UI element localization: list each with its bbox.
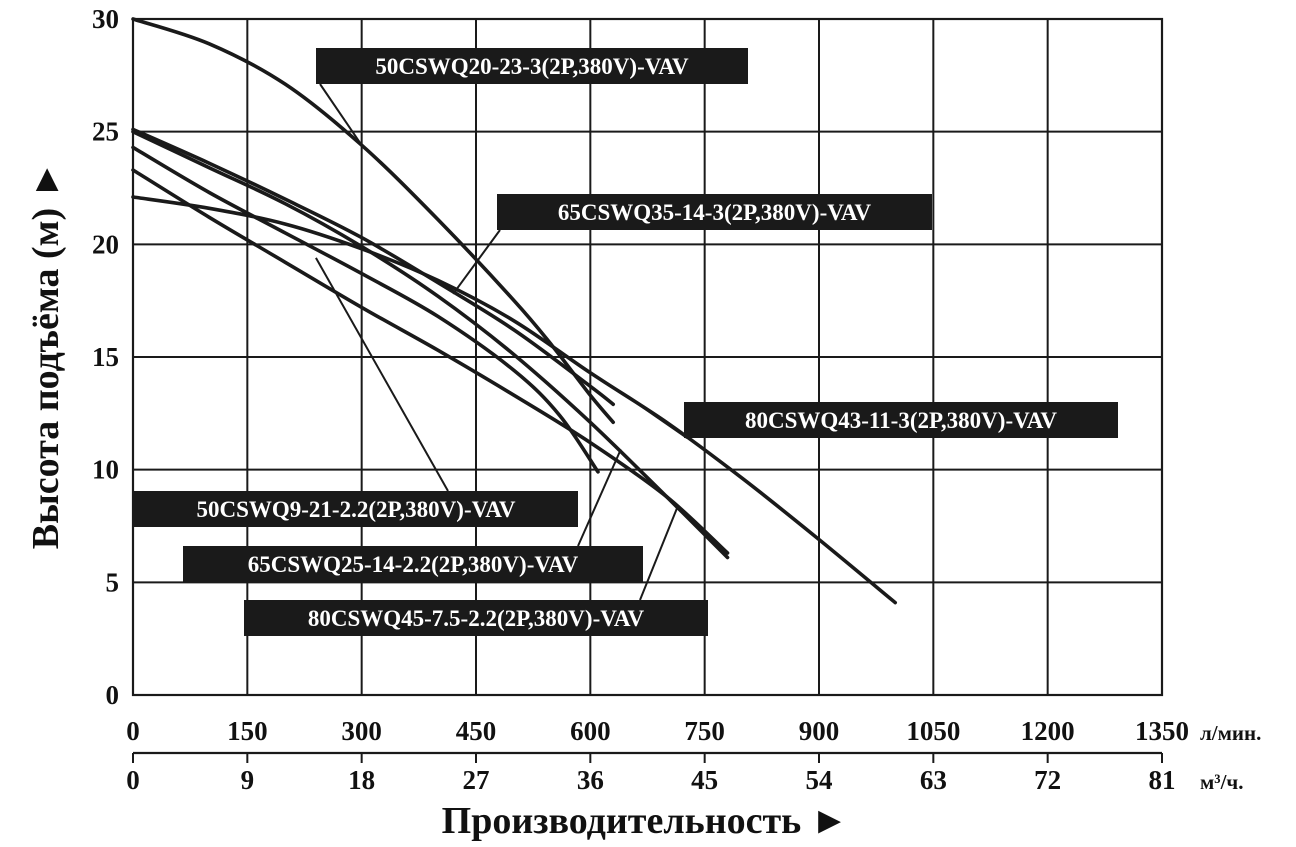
label-leader-50cswq20-23-3-2p-380v-vav <box>319 83 363 146</box>
x-tick-label-primary: 1050 <box>906 716 960 746</box>
x-tick-label-secondary: 81 <box>1149 765 1176 795</box>
y-tick-label: 25 <box>92 117 119 147</box>
y-tick-label: 30 <box>92 4 119 34</box>
x-tick-label-secondary: 18 <box>348 765 375 795</box>
series-line-65cswq35-14-3-2p-380v-vav <box>131 127 615 407</box>
series-line-80cswq45-7-5-2-2-2p-380v-vav <box>131 168 730 555</box>
x-tick-label-primary: 0 <box>126 716 140 746</box>
x-tick-label-primary: 150 <box>227 716 268 746</box>
label-leader-80cswq43-11-3-2p-380v-vav <box>627 396 688 439</box>
x-tick-label-primary: 450 <box>456 716 497 746</box>
series-label-80cswq43-11-3-2p-380v-vav: 80CSWQ43-11-3(2P,380V)-VAV <box>684 402 1118 438</box>
series-label-text: 50CSWQ20-23-3(2P,380V)-VAV <box>375 54 689 79</box>
series-label-65cswq35-14-3-2p-380v-vav: 65CSWQ35-14-3(2P,380V)-VAV <box>497 194 932 230</box>
x-tick-label-primary: 300 <box>341 716 382 746</box>
series-label-80cswq45-7-5-2-2-2p-380v-vav: 80CSWQ45-7.5-2.2(2P,380V)-VAV <box>244 600 708 636</box>
series-label-50cswq20-23-3-2p-380v-vav: 50CSWQ20-23-3(2P,380V)-VAV <box>316 48 748 84</box>
x-tick-label-secondary: 45 <box>691 765 718 795</box>
series-label-text: 80CSWQ45-7.5-2.2(2P,380V)-VAV <box>308 606 645 631</box>
series-label-text: 65CSWQ35-14-3(2P,380V)-VAV <box>558 200 872 225</box>
x-axis-title: Производительность ► <box>442 800 849 842</box>
series-label-text: 65CSWQ25-14-2.2(2P,380V)-VAV <box>248 552 579 577</box>
series-label-box <box>183 546 643 582</box>
x-unit-primary: л/мин. <box>1200 721 1261 745</box>
grid <box>131 17 1164 697</box>
label-leader-65cswq35-14-3-2p-380v-vav <box>452 229 501 295</box>
y-tick-label: 5 <box>106 567 120 597</box>
x-tick-label-primary: 600 <box>570 716 611 746</box>
series-line-80cswq43-11-3-2p-380v-vav <box>131 195 897 605</box>
series-labels: 50CSWQ20-23-3(2P,380V)-VAV 65CSWQ35-14-3(… <box>134 48 1118 636</box>
series-label-box <box>497 194 932 230</box>
series-label-box <box>684 402 1118 438</box>
x-tick-label-secondary: 54 <box>806 765 833 795</box>
x-tick-label-secondary: 72 <box>1034 765 1061 795</box>
label-leaders <box>315 83 688 601</box>
y-tick-label: 20 <box>92 229 119 259</box>
y-tick-label: 15 <box>92 342 119 372</box>
y-tick-label: 10 <box>92 455 119 485</box>
series-line-50cswq9-21-2-2-2p-380v-vav <box>131 145 600 474</box>
series-label-box <box>244 600 708 636</box>
label-leader-80cswq45-7-5-2-2-2p-380v-vav <box>639 505 679 601</box>
x-tick-label-secondary: 0 <box>126 765 140 795</box>
series-label-65cswq25-14-2-2-2p-380v-vav: 65CSWQ25-14-2.2(2P,380V)-VAV <box>183 546 643 582</box>
x-unit-secondary: м³/ч. <box>1200 770 1244 794</box>
series-line-65cswq25-14-2-2-2p-380v-vav <box>131 129 730 560</box>
x-tick-label-primary: 900 <box>799 716 840 746</box>
series-label-box <box>316 48 748 84</box>
label-leader-65cswq25-14-2-2-2p-380v-vav <box>577 448 622 547</box>
series-label-50cswq9-21-2-2-2p-380v-vav: 50CSWQ9-21-2.2(2P,380V)-VAV <box>134 491 578 527</box>
curves <box>131 17 897 605</box>
x-tick-label-primary: 1350 <box>1135 716 1189 746</box>
series-label-text: 80CSWQ43-11-3(2P,380V)-VAV <box>745 408 1057 433</box>
y-axis-title: Высота подъёма (м) ► <box>25 161 67 549</box>
x-tick-label-primary: 750 <box>684 716 725 746</box>
label-leader-50cswq9-21-2-2-2p-380v-vav <box>315 257 449 492</box>
x-tick-label-secondary: 9 <box>241 765 255 795</box>
series-label-box <box>134 491 578 527</box>
x-tick-label-primary: 1200 <box>1021 716 1075 746</box>
series-label-text: 50CSWQ9-21-2.2(2P,380V)-VAV <box>196 497 515 522</box>
x-tick-label-secondary: 27 <box>463 765 490 795</box>
y-tick-label: 0 <box>106 680 120 710</box>
x-tick-label-secondary: 36 <box>577 765 604 795</box>
x-tick-label-secondary: 63 <box>920 765 947 795</box>
